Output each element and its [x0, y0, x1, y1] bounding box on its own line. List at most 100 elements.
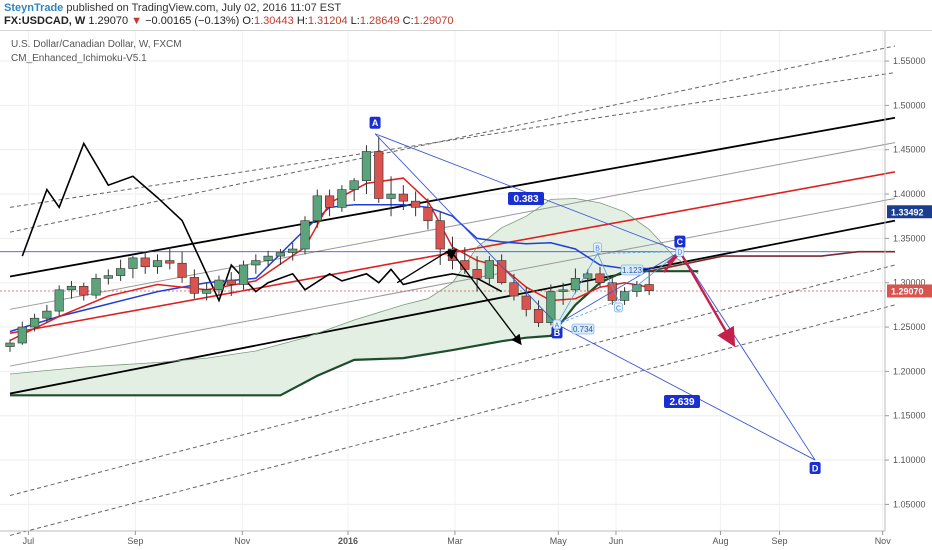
pattern-point-d-marker [809, 462, 821, 475]
pattern-point-a-label: A [372, 118, 379, 128]
y-tick-label: 1.55000 [893, 56, 926, 66]
x-tick-label: Mar [447, 536, 463, 546]
low-label: L: [350, 15, 360, 27]
bear-candle [226, 279, 236, 285]
channel-line-grey-upper [9, 142, 896, 310]
y-tick-label: 1.10000 [893, 455, 926, 465]
bull-candle [632, 284, 642, 292]
small-pattern-line [556, 253, 598, 325]
senkou-span-b-line [10, 270, 699, 397]
bull-candle [275, 252, 286, 257]
pattern-line-ab [374, 133, 558, 325]
small-point-d-label: D [677, 250, 682, 257]
chikou-span-line [21, 141, 503, 303]
published-text: published on TradingView.com, July 02, 2… [66, 2, 342, 14]
ratio-box [664, 395, 700, 408]
small-pattern-dashed [597, 251, 680, 254]
grid-layer [0, 30, 885, 531]
bull-candle [202, 289, 212, 294]
change-arrow-icon: ▼ [131, 15, 143, 27]
y-tick-label: 1.35000 [893, 233, 926, 243]
pattern-point-a-marker [369, 116, 381, 129]
x-tick-label: 2016 [338, 536, 358, 546]
bull-candle [546, 291, 556, 323]
bear-candle [423, 207, 433, 221]
bull-candle [361, 151, 372, 182]
bull-candle [54, 289, 64, 312]
small-point-a-label: A [555, 322, 560, 329]
pattern-point-b-marker [551, 326, 563, 339]
bull-candle [484, 260, 494, 279]
ichimoku-cloud [10, 198, 699, 396]
bull-candle [66, 285, 77, 291]
bear-candle [177, 262, 187, 278]
legend: U.S. Dollar/Canadian Dollar, W, FXCM CM_… [11, 39, 182, 64]
small-pattern-dashed [556, 300, 619, 325]
ratio-label: 0.734 [573, 325, 594, 334]
x-tick-label: Nov [875, 536, 892, 546]
bear-candle [165, 260, 175, 264]
black-peak-arrow [445, 249, 458, 260]
level-price-tag: 1.33492 [891, 207, 924, 217]
bull-candle [238, 264, 249, 285]
bear-candle [497, 260, 507, 284]
bear-candle [595, 273, 605, 284]
bear-candle [411, 200, 421, 208]
y-tick-label: 1.40000 [893, 189, 926, 199]
small-point-a-marker [552, 319, 562, 330]
ratio-label: 1.123 [622, 266, 643, 275]
bull-candle [570, 277, 581, 291]
open-value: 1.30443 [254, 15, 294, 27]
legend-indicator: CM_Enhanced_Ichimoku-V5.1 [11, 53, 147, 64]
bull-candle [17, 326, 27, 344]
x-tick-label: Sep [127, 536, 143, 546]
small-point-d-marker [675, 246, 685, 257]
ratio-label: 0.383 [513, 194, 538, 205]
close-label: C: [402, 15, 414, 27]
small-point-b-label: B [595, 245, 600, 252]
small-point-c-marker [614, 302, 623, 313]
pattern-point-c-marker [674, 235, 686, 248]
bull-candle [300, 220, 310, 250]
small-pattern-line [597, 253, 619, 301]
symbol-label: FX:USDCAD, W [4, 15, 86, 27]
bear-candle [374, 151, 384, 199]
bull-candle [152, 260, 163, 268]
bull-candle [263, 255, 273, 261]
ratio-box [571, 323, 595, 335]
channel-line-black-upper [9, 116, 896, 278]
high-label: H: [296, 15, 308, 27]
bear-candle [398, 193, 408, 202]
bear-candle [472, 269, 482, 279]
bear-candle [324, 195, 335, 208]
open-label: O: [242, 15, 254, 27]
channel-line-dash-4 [9, 45, 896, 233]
author-name[interactable]: SteynTrade [4, 2, 64, 14]
bull-candle [91, 277, 101, 296]
y-tick-label: 1.50000 [893, 100, 926, 110]
bear-candle [189, 277, 199, 294]
bear-candle [644, 284, 654, 291]
bear-candle [509, 282, 519, 297]
pattern-point-d-label: D [812, 464, 819, 474]
bear-candle [533, 309, 544, 323]
high-value: 1.31204 [307, 15, 348, 27]
pattern-point-c-label: C [677, 237, 684, 247]
y-tick-label: 1.20000 [893, 366, 926, 376]
bull-candle [214, 279, 224, 291]
bull-candle [583, 273, 593, 279]
x-tick-label: Sep [771, 536, 787, 546]
channel-line-dash-3 [9, 72, 896, 208]
axes-layer: 1.55000 1.50000 1.45000 1.40000 1.35000 1.300… [0, 30, 932, 546]
small-point-c-label: C [616, 305, 621, 312]
small-point-b-marker [593, 242, 602, 253]
pattern-line-bc [556, 251, 681, 325]
bull-candle [128, 257, 138, 269]
bull-candle [349, 180, 359, 190]
low-value: 1.28649 [359, 15, 400, 27]
y-tick-label: 1.25000 [893, 322, 926, 332]
bull-candle [558, 289, 568, 292]
